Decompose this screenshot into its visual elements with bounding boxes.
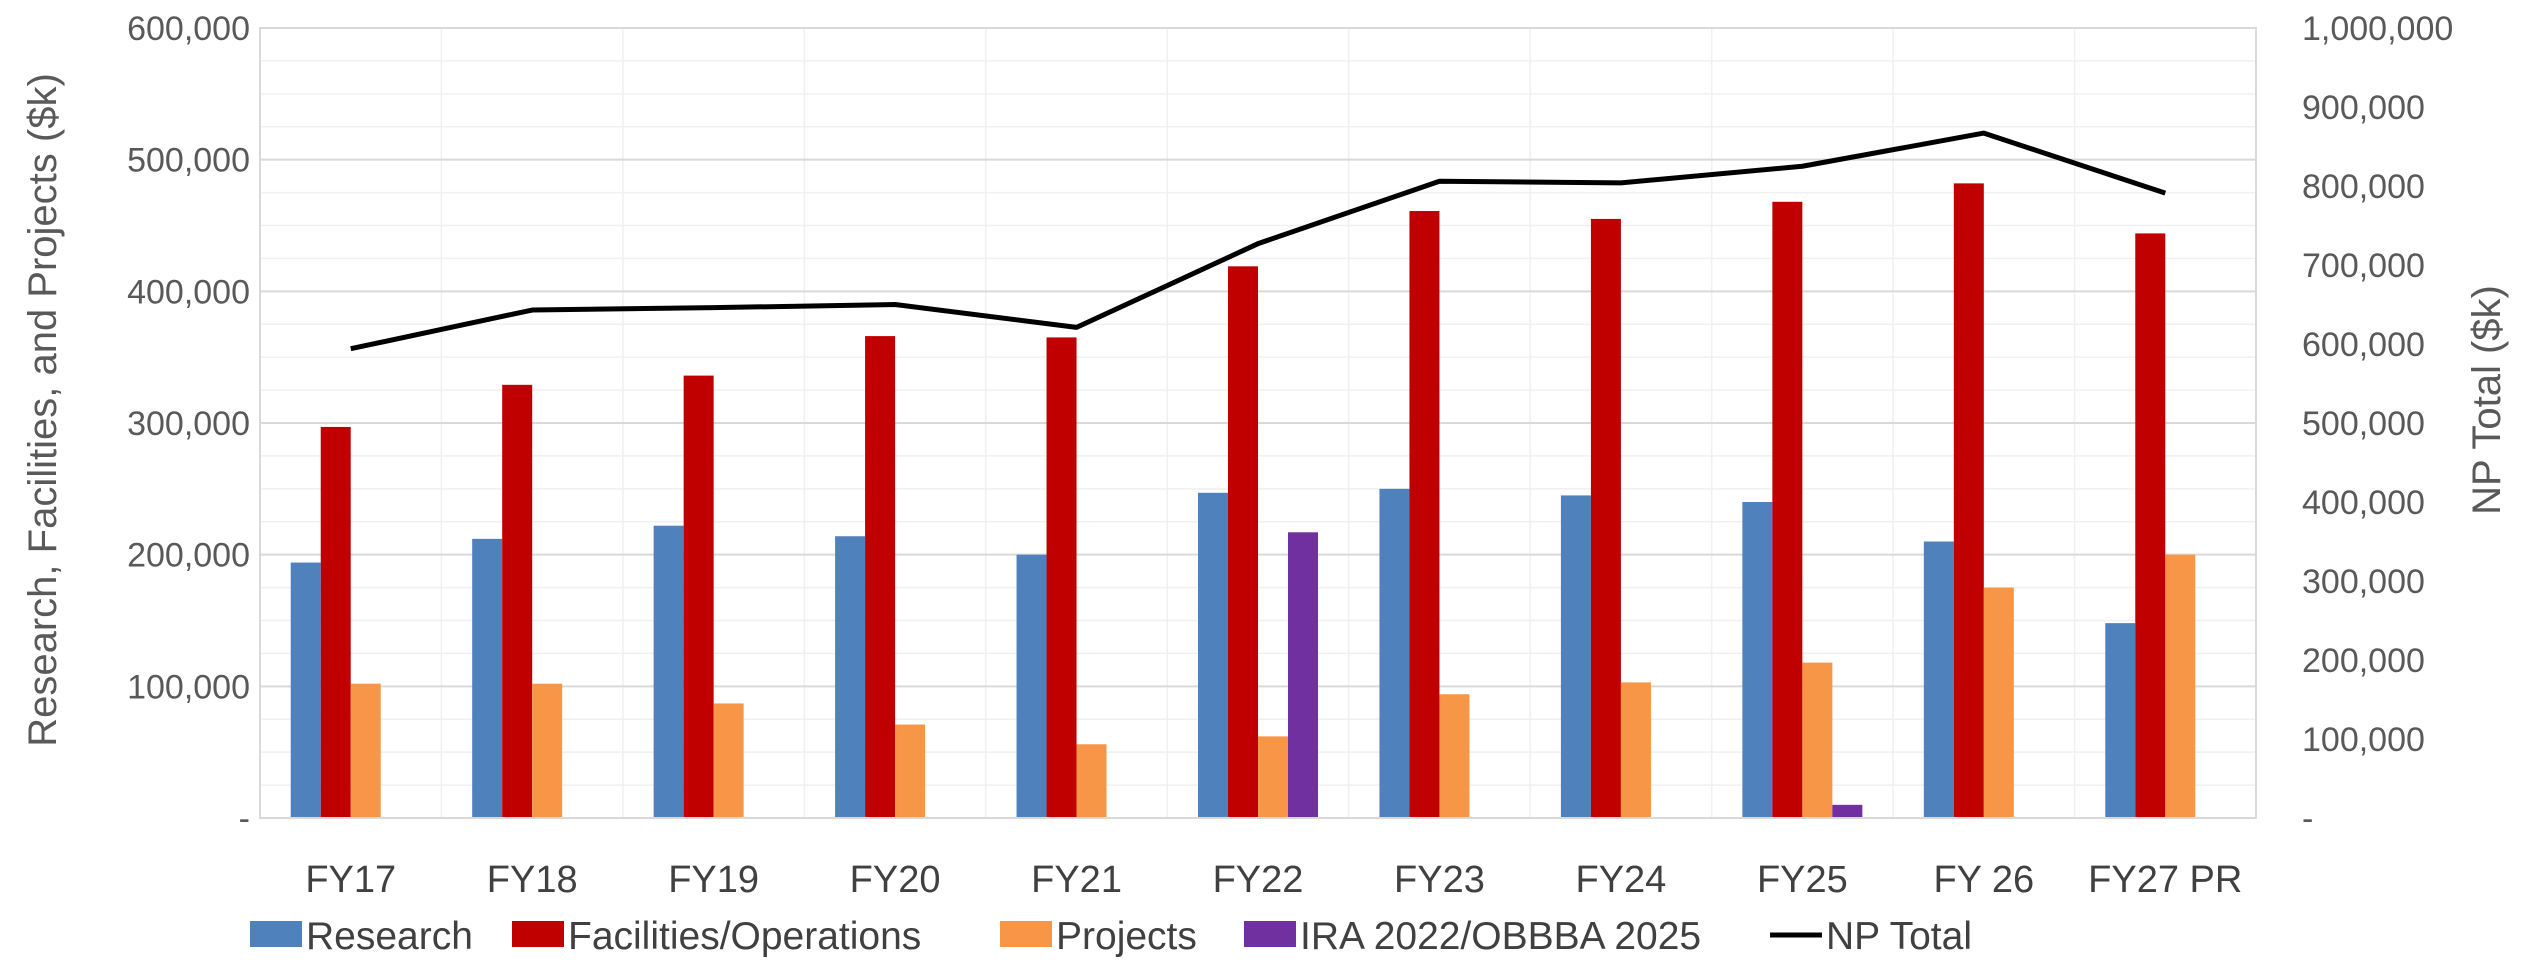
legend-swatch-facilities-operations <box>512 921 564 947</box>
bar-facilities-operations <box>1228 266 1258 819</box>
category-label: FY24 <box>1575 859 1666 901</box>
bar-projects <box>713 703 744 818</box>
right-tick-label: 600,000 <box>2302 326 2425 364</box>
bar-projects <box>1983 587 2014 818</box>
category-label: FY18 <box>487 859 578 901</box>
bars <box>290 183 2196 819</box>
category-label: FY21 <box>1031 859 1122 901</box>
category-label: FY17 <box>305 859 396 901</box>
legend-label-np-total: NP Total <box>1826 915 1972 958</box>
right-tick-label: 200,000 <box>2302 642 2425 680</box>
bar-facilities-operations <box>1590 218 1621 818</box>
legend-label-research: Research <box>306 915 473 958</box>
right-tick-label: - <box>2302 800 2313 838</box>
bar-facilities-operations <box>1409 211 1440 818</box>
category-label: FY 26 <box>1933 859 2034 901</box>
left-tick-label: - <box>239 800 250 838</box>
legend-swatch-research <box>250 921 302 947</box>
bar-projects <box>1620 682 1651 818</box>
bar-research <box>472 538 503 818</box>
bar-research <box>2105 623 2136 818</box>
bar-research <box>1923 541 1954 818</box>
bar-research <box>1742 502 1773 818</box>
category-label: FY25 <box>1757 859 1848 901</box>
legend-swatch-projects <box>1000 921 1052 947</box>
category-label: FY20 <box>850 859 941 901</box>
bar-research <box>835 536 866 818</box>
legend-label-projects: Projects <box>1056 915 1197 958</box>
legend-label-ira-2022-obbba-2025: IRA 2022/OBBBA 2025 <box>1300 915 1701 958</box>
bar-projects <box>2165 554 2196 818</box>
right-tick-label: 300,000 <box>2302 563 2425 601</box>
bar-facilities-operations <box>320 426 351 818</box>
right-tick-label: 700,000 <box>2302 247 2425 285</box>
bar-projects <box>532 683 563 818</box>
bar-facilities-operations <box>502 384 533 818</box>
bar-ira-2022-obbba-2025 <box>1288 532 1318 818</box>
right-tick-label: 800,000 <box>2302 168 2425 206</box>
bar-facilities-operations <box>1953 183 1984 818</box>
bar-projects <box>1439 694 1470 818</box>
bar-research <box>1560 495 1591 818</box>
category-label: FY19 <box>668 859 759 901</box>
legend: Research Facilities/Operations Projects IRA… <box>250 915 1972 958</box>
bar-ira-2022-obbba-2025 <box>1832 804 1863 818</box>
bar-projects <box>895 724 926 818</box>
legend-label-facilities-operations: Facilities/Operations <box>568 915 921 958</box>
axes: - 100,000 200,000 300,000 400,000 500,000 600,… <box>127 10 2453 901</box>
left-tick-label: 500,000 <box>127 142 250 180</box>
bar-research <box>1379 488 1410 818</box>
bar-research <box>290 562 321 818</box>
category-label: FY27 PR <box>2088 859 2242 901</box>
bar-projects <box>1258 736 1288 818</box>
left-tick-label: 400,000 <box>127 273 250 311</box>
left-tick-label: 600,000 <box>127 10 250 48</box>
left-tick-label: 100,000 <box>127 668 250 706</box>
left-axis-title: Research, Facilities, and Projects ($k) <box>21 73 65 747</box>
right-tick-label: 900,000 <box>2302 89 2425 127</box>
bar-facilities-operations <box>865 336 896 818</box>
left-tick-label: 300,000 <box>127 405 250 443</box>
bar-facilities-operations <box>683 375 714 818</box>
bar-facilities-operations <box>1046 337 1077 818</box>
np-total-line-layer <box>350 130 2167 352</box>
plot-area-border <box>259 27 2257 819</box>
left-tick-label: 200,000 <box>127 537 250 575</box>
right-axis-title: NP Total ($k) <box>2465 285 2509 515</box>
category-label: FY23 <box>1394 859 1485 901</box>
bar-research <box>1198 492 1228 818</box>
bar-projects <box>350 683 381 818</box>
right-tick-label: 100,000 <box>2302 721 2425 759</box>
bar-facilities-operations <box>2135 233 2166 818</box>
right-tick-label: 500,000 <box>2302 405 2425 443</box>
legend-swatch-ira-2022-obbba-2025 <box>1244 921 1296 947</box>
right-tick-label: 1,000,000 <box>2302 10 2453 48</box>
bar-projects <box>1076 744 1107 818</box>
np-total-line <box>350 130 2167 352</box>
bar-research <box>653 525 684 818</box>
right-tick-label: 400,000 <box>2302 484 2425 522</box>
bar-research <box>1016 554 1047 818</box>
bar-projects <box>1802 662 1833 818</box>
bar-facilities-operations <box>1772 201 1803 819</box>
category-label: FY22 <box>1213 859 1304 901</box>
